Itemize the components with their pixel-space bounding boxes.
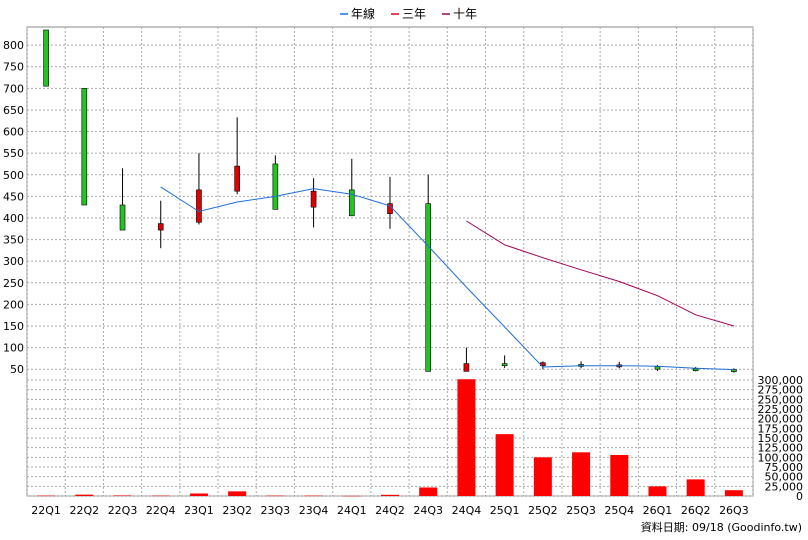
price-tick-label: 700 xyxy=(3,82,24,95)
volume-tick-label: 300,000 xyxy=(758,374,804,387)
series-line-2 xyxy=(466,220,735,327)
volume-bars xyxy=(37,379,743,497)
quarter-tick-label: 23Q3 xyxy=(261,504,291,517)
moving-average-lines xyxy=(160,186,735,371)
quarter-tick-label: 24Q1 xyxy=(337,504,367,517)
price-tick-label: 300 xyxy=(3,255,24,268)
chart-axes: 50 100 150 200 250 300 350 400 450 500 550 600 650 70… xyxy=(3,39,803,517)
quarter-tick-label: 26Q3 xyxy=(719,504,749,517)
volume-tick-label: 200,000 xyxy=(758,413,804,426)
volume-tick-label: 50,000 xyxy=(765,471,804,484)
price-tick-label: 450 xyxy=(3,190,24,203)
price-tick-label: 750 xyxy=(3,61,24,74)
volume-tick-label: 250,000 xyxy=(758,393,804,406)
price-tick-label: 650 xyxy=(3,104,24,117)
candle-body xyxy=(43,29,49,87)
quarter-tick-label: 26Q2 xyxy=(681,504,711,517)
volume-bar xyxy=(533,457,552,496)
price-tick-label: 800 xyxy=(3,39,24,52)
legend-label-1: 三年 xyxy=(402,7,426,21)
price-tick-label: 200 xyxy=(3,298,24,311)
series-line-0 xyxy=(160,186,734,371)
candle-body xyxy=(425,203,432,372)
price-tick-label: 150 xyxy=(3,320,24,333)
volume-tick-label: 75,000 xyxy=(765,461,804,474)
candle-body xyxy=(654,366,661,370)
quarter-tick-label: 24Q4 xyxy=(452,504,482,517)
volume-bar xyxy=(457,379,476,496)
quarter-tick-label: 25Q1 xyxy=(490,504,520,517)
candle-body xyxy=(348,189,355,217)
legend-label-0: 年線 xyxy=(351,6,375,21)
volume-bar xyxy=(37,495,56,497)
price-candles xyxy=(43,29,737,373)
quarter-tick-label: 25Q3 xyxy=(566,504,596,517)
candle-body xyxy=(692,368,699,372)
candle-body xyxy=(119,204,126,231)
volume-tick-label: 125,000 xyxy=(758,442,804,455)
price-tick-label: 500 xyxy=(3,169,24,182)
chart-grid xyxy=(26,26,754,497)
price-tick-label: 400 xyxy=(3,212,24,225)
quarter-tick-label: 25Q2 xyxy=(528,504,558,517)
volume-bar xyxy=(419,487,438,496)
data-date-credit: 資料日期: 09/18 (Goodinfo.tw) xyxy=(641,520,802,534)
price-tick-label: 350 xyxy=(3,234,24,247)
legend-label-2: 十年 xyxy=(453,7,477,21)
quarter-tick-label: 23Q1 xyxy=(184,504,214,517)
volume-tick-label: 25,000 xyxy=(765,480,804,493)
candle-body xyxy=(501,363,508,367)
quarter-tick-label: 24Q3 xyxy=(413,504,443,517)
price-tick-label: 50 xyxy=(10,363,24,376)
candle-body xyxy=(463,363,470,372)
quarter-tick-label: 22Q1 xyxy=(31,504,61,517)
volume-tick-label: 150,000 xyxy=(758,432,804,445)
volume-bar xyxy=(151,495,170,497)
volume-bar xyxy=(610,455,629,496)
chart-legend: 年線 三年 十年 xyxy=(340,6,477,21)
candle-body xyxy=(272,163,279,210)
volume-tick-label: 225,000 xyxy=(758,403,804,416)
quarter-tick-label: 24Q2 xyxy=(375,504,405,517)
volume-bar xyxy=(189,493,208,496)
candle-body xyxy=(234,165,240,192)
quarter-tick-label: 22Q3 xyxy=(108,504,138,517)
quarter-tick-label: 23Q4 xyxy=(299,504,329,517)
volume-bar xyxy=(266,495,285,497)
quarter-tick-label: 26Q1 xyxy=(643,504,673,517)
volume-bar xyxy=(304,495,323,497)
candle-body xyxy=(157,223,164,231)
price-tick-label: 550 xyxy=(3,147,24,160)
volume-tick-label: 100,000 xyxy=(758,451,804,464)
volume-bar xyxy=(495,434,514,496)
price-tick-label: 100 xyxy=(3,342,24,355)
volume-bar xyxy=(113,495,132,496)
volume-bar xyxy=(75,494,94,496)
volume-tick-label: 175,000 xyxy=(758,422,804,435)
quarter-tick-label: 22Q4 xyxy=(146,504,176,517)
volume-tick-label: 0 xyxy=(796,490,803,503)
candle-body xyxy=(310,190,317,208)
volume-bar xyxy=(342,495,361,497)
volume-bar xyxy=(686,479,705,496)
volume-bar xyxy=(724,490,743,496)
volume-bar xyxy=(572,452,591,496)
volume-bar xyxy=(381,494,399,496)
quarter-tick-label: 25Q4 xyxy=(604,504,634,517)
quarter-tick-label: 23Q2 xyxy=(222,504,252,517)
candle-body xyxy=(196,189,202,223)
volume-bar xyxy=(648,486,667,496)
price-tick-label: 250 xyxy=(3,277,24,290)
candle-body xyxy=(81,88,88,206)
quarter-tick-label: 22Q2 xyxy=(69,504,99,517)
volume-tick-label: 275,000 xyxy=(758,384,804,397)
price-tick-label: 600 xyxy=(3,126,24,139)
volume-bar xyxy=(228,491,247,496)
